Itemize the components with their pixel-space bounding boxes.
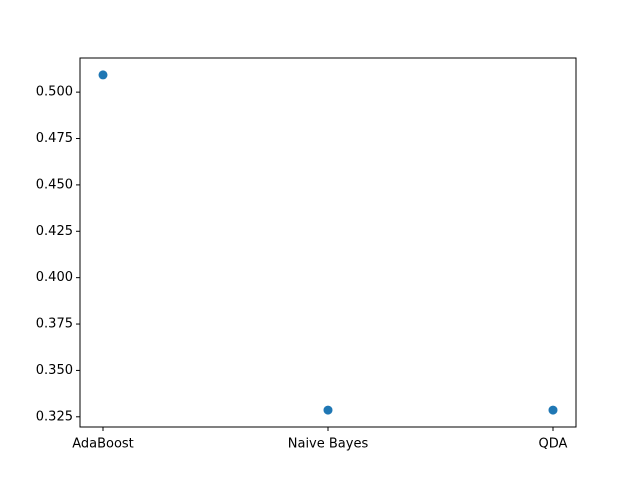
ticks-layer: 0.325 0.350 0.375 0.400 0.425 0.450 0.475 0.500…: [36, 85, 568, 452]
y-tick-label: 0.375: [36, 317, 73, 332]
x-tick-label: QDA: [539, 437, 568, 452]
points-layer: [98, 70, 558, 415]
y-tick-label: 0.500: [36, 85, 73, 100]
y-tick-label: 0.350: [36, 363, 73, 378]
data-point: [98, 70, 108, 80]
data-point: [323, 405, 333, 415]
plot-frame: [79, 57, 577, 428]
y-tick-label: 0.325: [36, 409, 73, 424]
y-tick-label: 0.425: [36, 224, 73, 239]
data-point: [548, 405, 558, 415]
y-tick-label: 0.475: [36, 131, 73, 146]
y-tick-label: 0.400: [36, 270, 73, 285]
x-tick-label: AdaBoost: [72, 437, 134, 452]
x-tick-label: Naive Bayes: [288, 437, 369, 452]
y-tick-label: 0.450: [36, 177, 73, 192]
